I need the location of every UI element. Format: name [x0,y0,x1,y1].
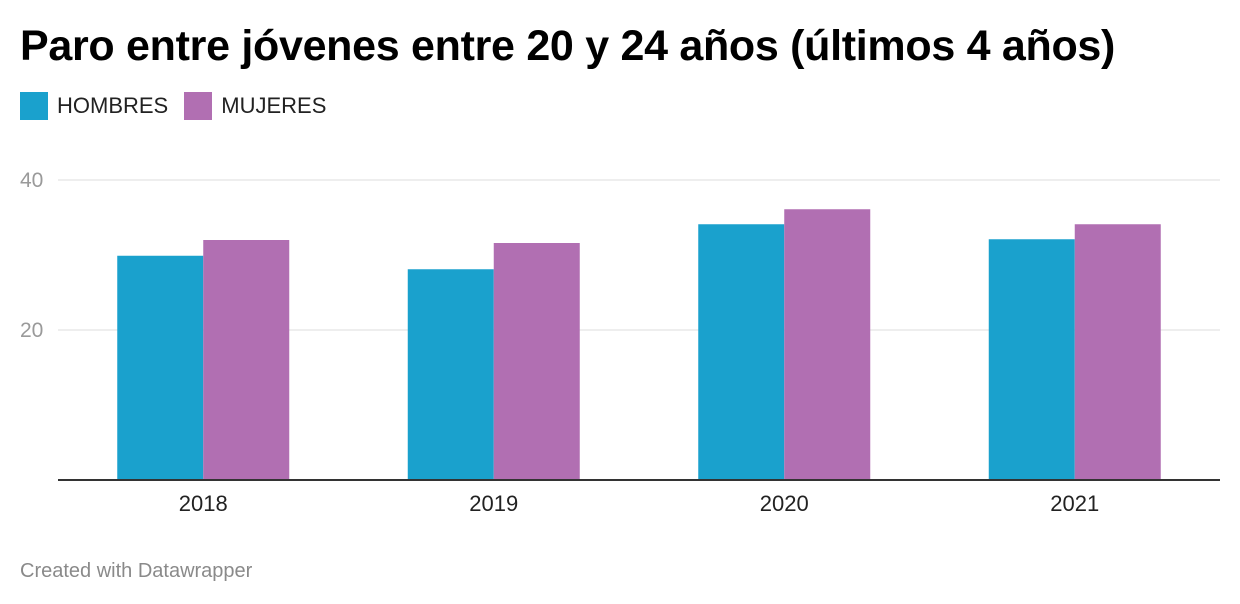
bar-mujeres-2020 [784,209,871,480]
chart-title: Paro entre jóvenes entre 20 y 24 años (ú… [20,22,1116,70]
legend-item-hombres: HOMBRES [20,92,168,120]
x-tick-label-2019: 2019 [469,491,518,516]
legend-swatch-hombres [20,92,48,120]
legend-item-mujeres: MUJERES [184,92,326,120]
legend: HOMBRES MUJERES [20,92,326,120]
x-tick-label-2018: 2018 [179,491,228,516]
x-tick-label-2021: 2021 [1050,491,1099,516]
bar-hombres-2019 [407,269,494,480]
bar-hombres-2020 [698,224,785,480]
bar-hombres-2018 [117,255,204,480]
legend-label-hombres: HOMBRES [57,93,169,118]
y-tick-label-20: 20 [20,319,43,342]
legend-label-mujeres: MUJERES [221,93,327,118]
bar-hombres-2021 [988,239,1075,480]
footer-credit: Created with Datawrapper [20,560,253,582]
bar-mujeres-2018 [203,240,290,480]
bar-mujeres-2019 [493,243,580,480]
bar-mujeres-2021 [1074,224,1161,480]
legend-swatch-mujeres [184,92,213,120]
x-tick-label-2020: 2020 [760,491,809,516]
y-tick-label-40: 40 [20,169,43,192]
